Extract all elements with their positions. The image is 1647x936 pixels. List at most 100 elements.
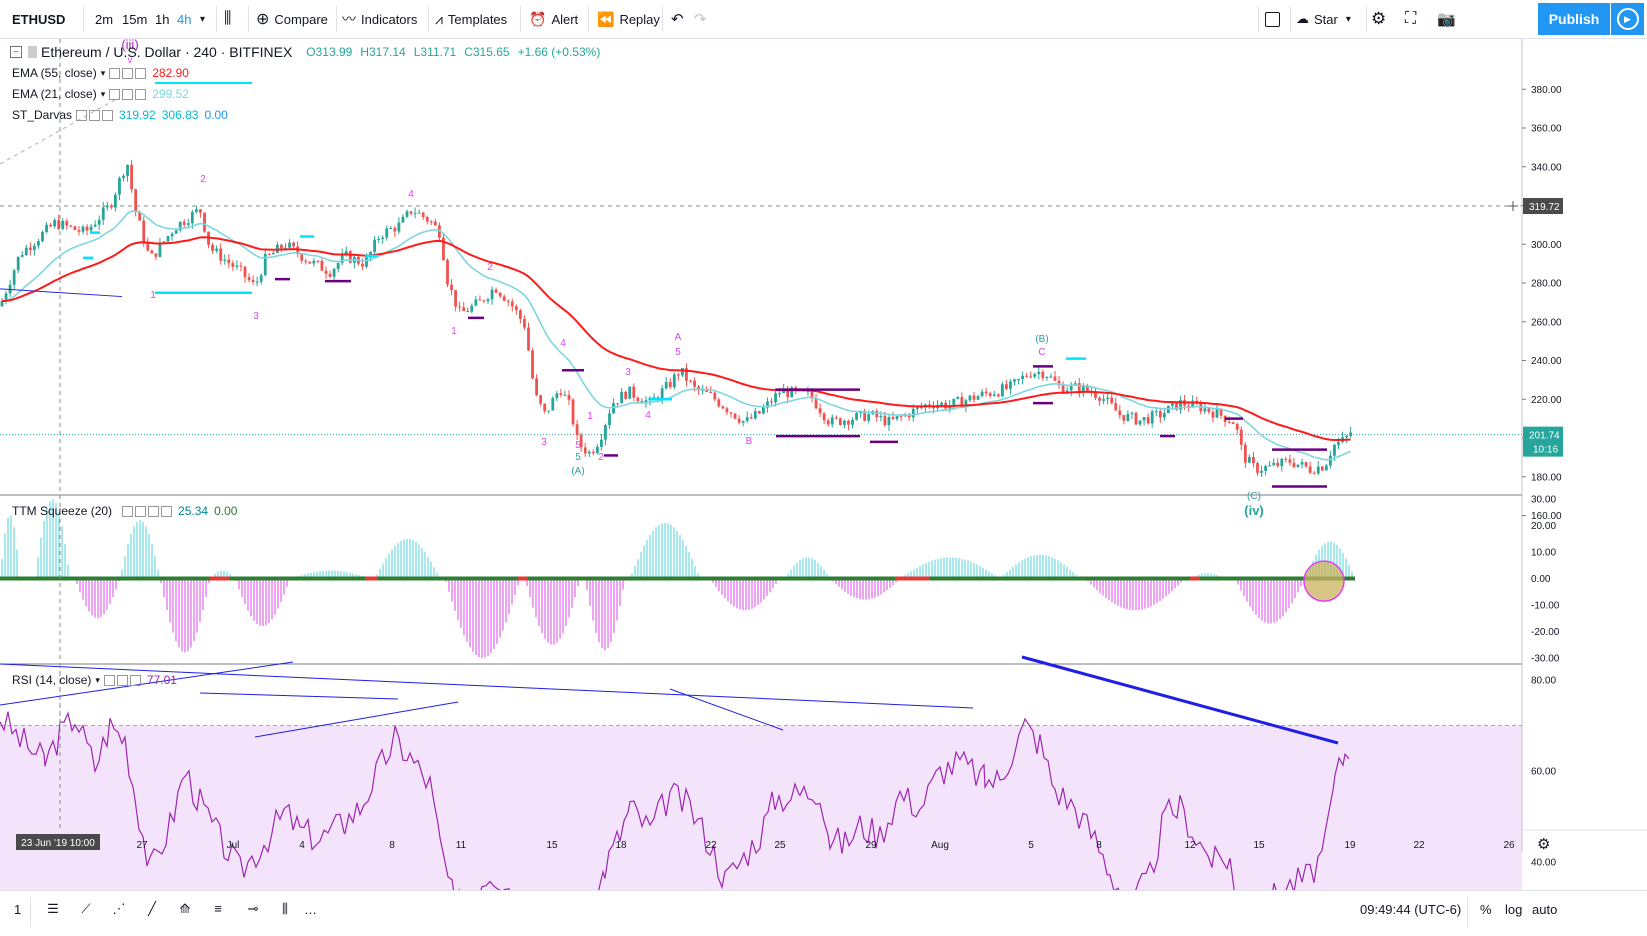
interval-dropdown-chevron-down-icon[interactable]: ▾ [200, 13, 206, 25]
settings-icon[interactable]: ⚙ [1371, 9, 1387, 28]
publish-button[interactable]: Publish [1538, 3, 1610, 35]
candle-body [134, 189, 138, 212]
candle-body [101, 207, 105, 220]
candle-body [1142, 417, 1146, 421]
candle-body [361, 263, 364, 267]
candle-body [1057, 380, 1061, 386]
indicators-button[interactable]: 〰 Indicators [342, 11, 418, 27]
candle-body [1296, 464, 1300, 468]
alert-button[interactable]: ⏰ Alert [529, 10, 579, 27]
measure-tool-icon[interactable]: ⫼ [282, 901, 288, 916]
candle-body [583, 447, 587, 454]
pattern-tool-icon[interactable]: ⟰ [179, 901, 191, 916]
candle-body [20, 255, 24, 257]
candle-body [33, 245, 36, 251]
candle-body [527, 327, 530, 351]
wave-label: 3 [253, 311, 259, 322]
candle-body [774, 393, 777, 403]
wave-label: 5 [575, 452, 581, 463]
candle-body [972, 395, 976, 400]
layout-checkbox[interactable] [1265, 0, 1280, 38]
rsi-trendline [199, 692, 399, 700]
compare-button[interactable]: ⊕ Compare [256, 11, 328, 28]
candle-body [1013, 379, 1016, 382]
undo-icon[interactable]: ↶ [671, 11, 684, 28]
collapse-icon[interactable]: – [10, 46, 22, 58]
interval-1h[interactable]: 1h [155, 11, 170, 27]
candle-body [405, 211, 409, 217]
time-tick-label: 26 [1503, 840, 1515, 851]
candle-body [138, 211, 142, 221]
crosshair-date-tag [16, 834, 100, 850]
darvas-legend[interactable]: ST_Darvas 319.92 306.83 0.00 [12, 108, 228, 122]
candle-body [1248, 457, 1251, 463]
chart-canvas[interactable]: 380.00360.00340.00320.00300.00280.00260.… [0, 39, 1647, 890]
candle-body [806, 391, 810, 393]
candle-body [292, 242, 295, 247]
time-tick-label: 27 [136, 840, 148, 851]
candle-body [551, 398, 555, 411]
candle-body [393, 228, 397, 232]
more-tools-icon[interactable]: … [304, 902, 317, 917]
symbol-search[interactable]: ETHUSD [12, 0, 65, 38]
star-button[interactable]: ☁ Star ▾ [1296, 11, 1351, 27]
candle-body [834, 417, 838, 419]
bottom-bar: 1 ☰ ⟋ ⋰ ╱ ⟰ ≡ ⊸ ⫼ … 09:49:44 (UTC-6) % l… [0, 890, 1647, 936]
replay-button[interactable]: ⏪ Replay [597, 10, 660, 27]
hline-tool-icon[interactable]: ⊸ [247, 901, 259, 916]
interval-15m[interactable]: 15m [122, 11, 148, 27]
interval-4h[interactable]: 4h [177, 11, 192, 27]
trend-tools-icon[interactable]: ⟋ [81, 901, 91, 916]
play-button[interactable]: ▶ [1611, 3, 1644, 35]
candle-body [604, 425, 607, 440]
percent-toggle[interactable]: % [1480, 902, 1492, 917]
candle-body [652, 397, 656, 399]
ema21-legend[interactable]: EMA (21, close) ▾ 299.52 [12, 87, 189, 101]
ema21-line [1, 210, 1351, 461]
projection-tool-icon[interactable]: ≡ [214, 901, 222, 916]
candle-body [559, 393, 563, 395]
candle-body [506, 300, 510, 302]
log-toggle[interactable]: log [1505, 902, 1523, 917]
candle-body [1134, 412, 1138, 425]
rsi-band [0, 725, 1522, 890]
ttm-legend[interactable]: TTM Squeeze (20) 25.34 0.00 [12, 504, 238, 518]
candle-body [660, 388, 664, 400]
camera-icon[interactable]: 📷 [1437, 11, 1456, 28]
candle-body [130, 164, 133, 190]
wave-label: 4 [408, 189, 414, 200]
redo-icon: ↷ [694, 11, 707, 28]
candle-body [1272, 462, 1276, 466]
range-1-button[interactable]: 1 [14, 902, 22, 917]
clock-time[interactable]: 09:49:44 (UTC-6) [1360, 902, 1462, 917]
auto-toggle[interactable]: auto [1532, 902, 1558, 917]
price-tick-label: 260.00 [1531, 317, 1562, 328]
candles-icon[interactable]: ⫼ [224, 10, 232, 27]
candle-body [636, 397, 640, 402]
fullscreen-icon[interactable]: ⛶ [1405, 10, 1417, 27]
rsi-line [0, 711, 1350, 890]
candle-body [267, 253, 271, 255]
candle-body [1162, 413, 1166, 418]
candle-body [887, 417, 891, 426]
candle-body [1175, 402, 1178, 410]
ema55-legend[interactable]: EMA (55, close) ▾ 282.90 [12, 66, 189, 80]
candle-body [150, 250, 154, 254]
rsi-legend[interactable]: RSI (14, close) ▾ 77.01 [12, 673, 177, 687]
candle-body [1219, 408, 1223, 416]
candle-body [1235, 423, 1239, 430]
templates-button[interactable]: ⩘ Templates [435, 10, 508, 27]
candle-body [786, 389, 790, 398]
line-tool-icon[interactable]: ╱ [148, 901, 156, 916]
fib-tools-icon[interactable]: ⋰ [112, 901, 126, 916]
cursor-tools-icon[interactable]: ☰ [47, 901, 59, 916]
ttm-tick-label: 10.00 [1531, 548, 1556, 559]
ttm-tick-label: 30.00 [1531, 495, 1556, 506]
candle-body [911, 408, 915, 418]
interval-2m[interactable]: 2m [95, 11, 114, 27]
candle-body [81, 226, 85, 232]
wave-label: (A) [571, 466, 584, 477]
candle-body [1081, 385, 1085, 393]
candle-body [514, 306, 518, 311]
candle-body [53, 220, 57, 227]
